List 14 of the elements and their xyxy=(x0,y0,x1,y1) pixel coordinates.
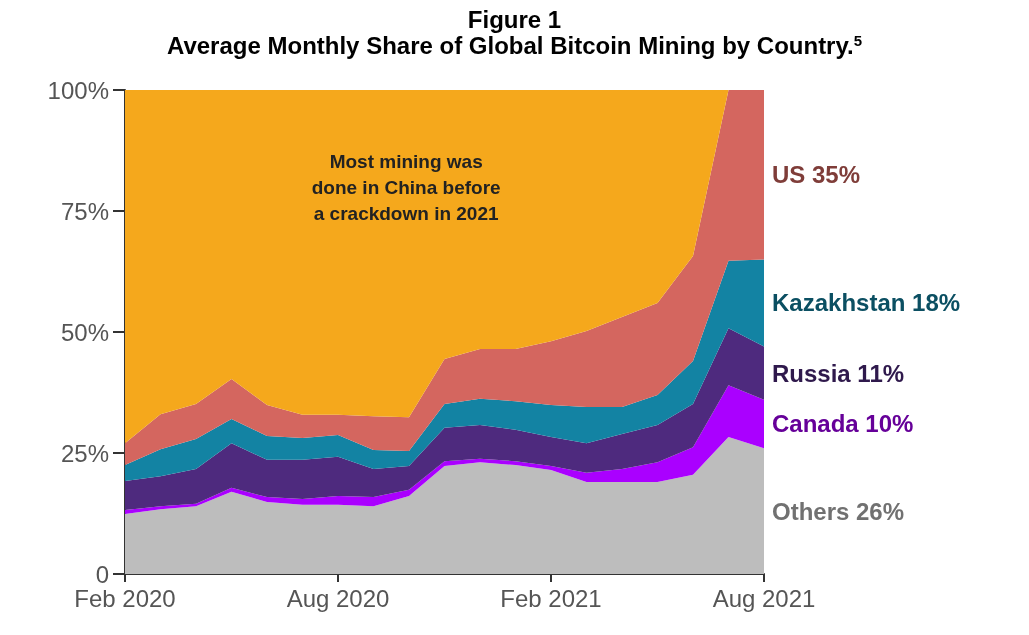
y-tick-label: 25% xyxy=(60,439,109,467)
series-label: Kazakhstan 18% xyxy=(772,289,961,317)
x-tick-label: Aug 2020 xyxy=(286,584,390,612)
annotation: Most mining was done in China before a crackdown in 2021 xyxy=(311,150,501,224)
x-tick-label: Feb 2021 xyxy=(500,584,602,612)
y-tick-label: 75% xyxy=(60,197,109,225)
series-label: Russia 11% xyxy=(772,359,905,387)
x-tick-label: Aug 2021 xyxy=(712,584,816,612)
series-label: Canada 10% xyxy=(772,410,914,438)
series-label: US 35% xyxy=(772,161,861,189)
y-tick-label: 100% xyxy=(47,76,109,104)
series-label: Others 26% xyxy=(772,497,905,525)
chart-title: Figure 1 xyxy=(467,5,562,33)
y-tick-label: 50% xyxy=(60,318,109,346)
